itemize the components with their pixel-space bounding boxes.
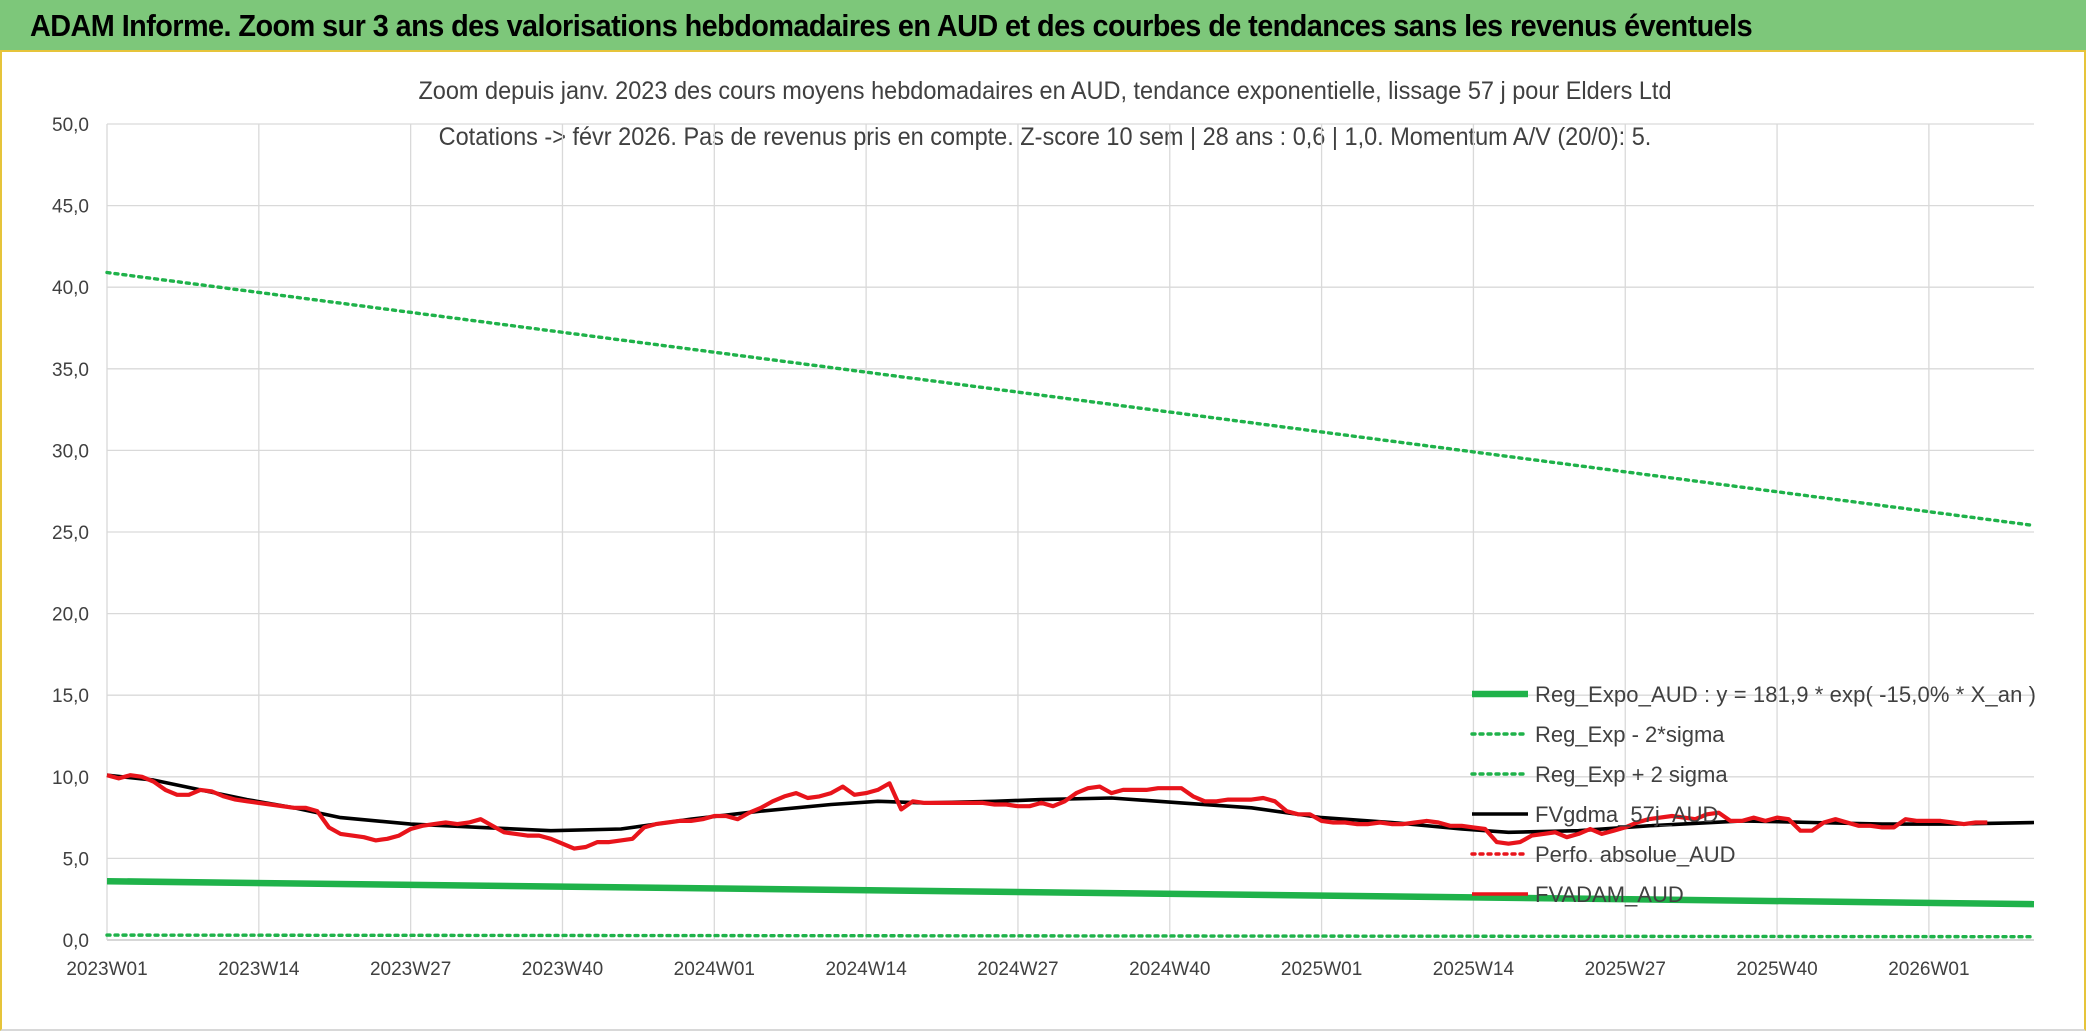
series-line [105, 933, 2036, 939]
y-tick-label: 20,0 [52, 605, 89, 626]
y-tick-label: 40,0 [52, 278, 89, 299]
y-tick-label: 15,0 [52, 686, 89, 707]
x-tick-label: 2025W01 [1281, 959, 1362, 980]
legend: Reg_Expo_AUD : y = 181,9 * exp( -15,0% *… [1470, 682, 2036, 907]
legend-label: Reg_Exp + 2 sigma [1535, 762, 1728, 787]
series-layer [105, 270, 2036, 939]
y-tick-label: 45,0 [52, 197, 89, 218]
report-banner: ADAM Informe. Zoom sur 3 ans des valoris… [0, 0, 2086, 52]
x-tick-label: 2023W01 [66, 959, 147, 980]
x-tick-label: 2024W01 [674, 959, 755, 980]
x-tick-label: 2024W27 [977, 959, 1058, 980]
series-line [106, 877, 2035, 908]
y-tick-label: 30,0 [52, 441, 89, 462]
x-tick-label: 2024W14 [825, 959, 907, 980]
chart-frame: Zoom depuis janv. 2023 des cours moyens … [0, 52, 2086, 1031]
y-tick-label: 0,0 [63, 931, 89, 952]
y-tick-label: 50,0 [52, 115, 89, 136]
legend-label: FVgdma_57j_AUD [1535, 802, 1718, 827]
legend-label: FVADAM_AUD [1535, 882, 1684, 907]
x-tick-label: 2025W14 [1433, 959, 1515, 980]
y-tick-label: 25,0 [52, 523, 89, 544]
series-line [106, 773, 1988, 851]
y-tick-label: 35,0 [52, 360, 89, 381]
x-tick-label: 2024W40 [1129, 959, 1210, 980]
y-tick-label: 10,0 [52, 768, 89, 789]
chart-title-line1: Zoom depuis janv. 2023 des cours moyens … [418, 77, 1671, 105]
x-tick-label: 2025W27 [1585, 959, 1666, 980]
y-axis: 0,0 5,0 10,0 15,0 20,0 25,0 30,0 35,0 40,0 45,0 50… [52, 115, 89, 952]
x-tick-label: 2026W01 [1888, 959, 1969, 980]
series-line [106, 773, 2035, 835]
legend-label: Reg_Exp - 2*sigma [1535, 722, 1725, 747]
series-line [105, 270, 2036, 528]
x-tick-label: 2023W14 [218, 959, 300, 980]
x-axis: 2023W01 2023W14 2023W27 2023W40 2024W01 2024W… [66, 959, 1969, 980]
gridlines [106, 123, 2034, 941]
legend-label: Reg_Expo_AUD : y = 181,9 * exp( -15,0% *… [1535, 682, 2036, 707]
y-tick-label: 5,0 [63, 849, 89, 870]
x-tick-label: 2023W27 [370, 959, 451, 980]
x-tick-label: 2023W40 [522, 959, 603, 980]
report-title: ADAM Informe. Zoom sur 3 ans des valoris… [30, 8, 1753, 43]
line-chart: Zoom depuis janv. 2023 des cours moyens … [52, 77, 2036, 980]
legend-label: Perfo. absolue_AUD [1535, 842, 1736, 867]
x-tick-label: 2025W40 [1736, 959, 1817, 980]
chart-title-line2: Cotations -> févr 2026. Pas de revenus p… [439, 123, 1652, 151]
